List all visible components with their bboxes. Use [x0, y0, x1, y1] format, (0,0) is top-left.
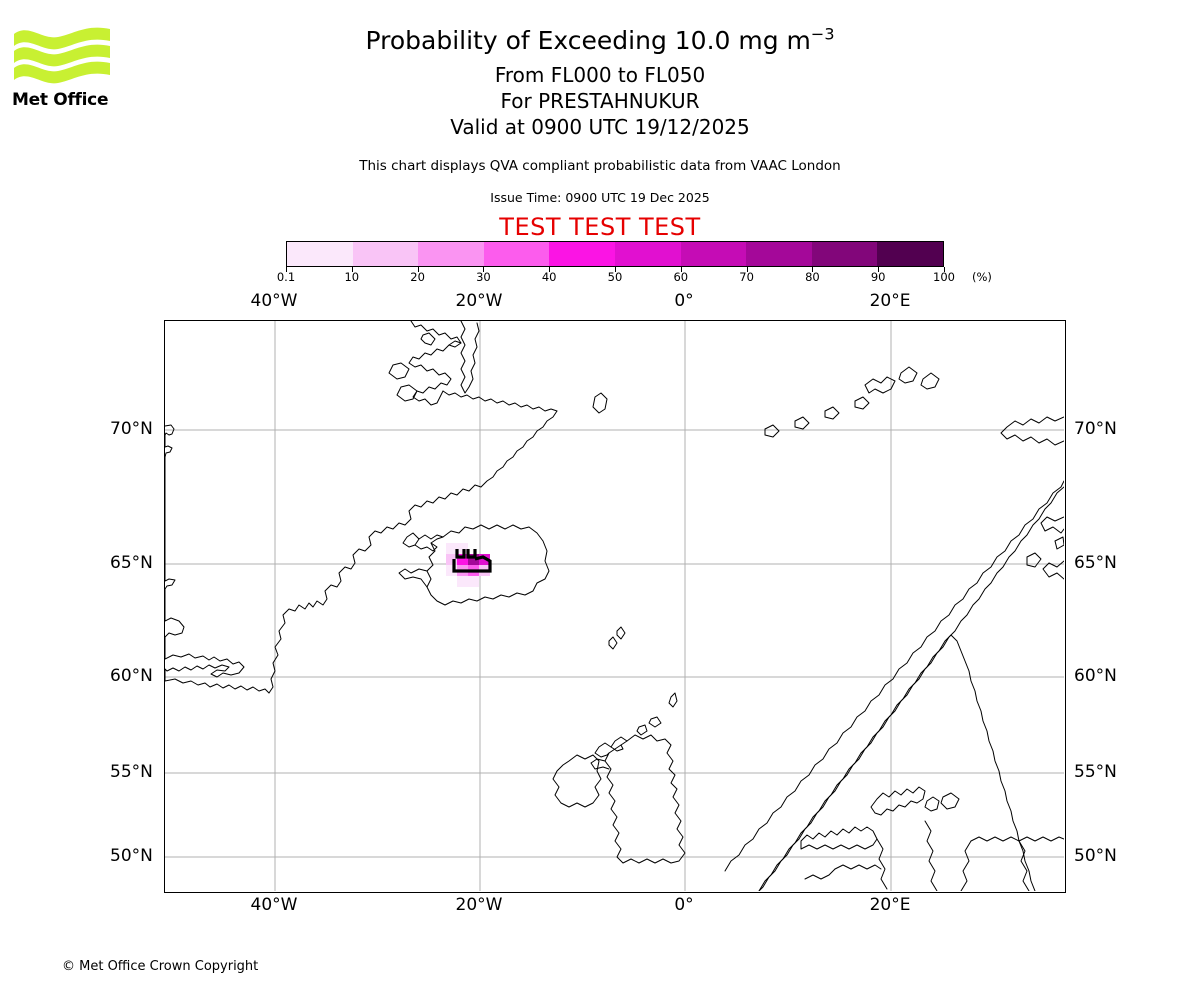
lat-label-right-50n: 50°N: [1074, 846, 1117, 866]
colorbar-tick-7: [746, 267, 748, 272]
test-watermark: TEST TEST TEST: [499, 213, 701, 241]
valid-time-label: Valid at 0900 UTC 19/12/2025: [450, 115, 750, 139]
colorbar-band-6: [680, 242, 747, 266]
colorbar-band-8: [811, 242, 878, 266]
colorbar-tick-9: [878, 267, 880, 272]
colorbar-tick-label-6: 60: [673, 270, 689, 284]
lat-label-left-65n: 65°N: [110, 553, 153, 573]
colorbar-tick-label-10: 100: [933, 270, 955, 284]
colorbar-tick-labels: 0.1 10 20 30 40 50 60 70 80 90 100: [277, 270, 955, 286]
colorbar-tick-2: [417, 267, 419, 272]
colorbar-tick-10: [944, 267, 945, 272]
flight-levels-label: From FL000 to FL050: [494, 63, 706, 87]
colorbar-tick-label-4: 40: [541, 270, 557, 284]
colorbar-tick-label-7: 70: [739, 270, 754, 284]
issue-time-label: Issue Time: 0900 UTC 19 Dec 2025: [490, 190, 710, 205]
copyright-notice: © Met Office Crown Copyright: [62, 959, 259, 974]
colorbar-ticks: [286, 267, 945, 283]
lat-label-right-70n: 70°N: [1074, 419, 1117, 439]
colorbar-band-1: [352, 242, 419, 266]
lon-label-bottom-0: 0°: [674, 895, 694, 915]
lon-label-bottom-40w: 40°W: [250, 895, 298, 915]
volcano-name-label: For PRESTAHNUKUR: [500, 89, 700, 113]
map-gridlines: [165, 321, 1064, 891]
colorbar-tick-label-5: 50: [607, 270, 623, 284]
lon-label-top-0: 0°: [674, 291, 694, 311]
met-office-logo: [12, 24, 112, 112]
colorbar-tick-5: [615, 267, 616, 272]
colorbar-tick-6: [680, 267, 682, 272]
colorbar-band-9: [877, 242, 943, 266]
colorbar-tick-1: [351, 267, 353, 272]
colorbar-band-5: [614, 242, 681, 266]
probability-colorbar: [286, 241, 944, 267]
colorbar-band-2: [418, 242, 484, 266]
coastlines: [165, 321, 1064, 891]
colorbar-band-4: [549, 242, 615, 266]
colorbar-bands: [286, 241, 944, 267]
map-graphics: [165, 321, 1064, 891]
ash-contour-line: [452, 549, 492, 573]
lon-label-top-40w: 40°W: [250, 291, 298, 311]
lat-label-right-65n: 65°N: [1074, 553, 1117, 573]
page-title-text: Probability of Exceeding 10.0 mg m: [365, 26, 811, 55]
colorbar-unit-label: (%): [972, 270, 992, 284]
lat-label-left-60n: 60°N: [110, 666, 153, 686]
colorbar-tick-0: [286, 267, 287, 272]
colorbar-tick-3: [483, 267, 485, 272]
met-office-logo-text: Met Office: [12, 90, 109, 110]
colorbar-tick-label-2: 20: [410, 270, 425, 284]
chart-subtitle: This chart displays QVA compliant probab…: [359, 158, 841, 174]
lon-label-top-20e: 20°E: [869, 291, 911, 311]
colorbar-band-3: [483, 242, 550, 266]
lat-label-left-50n: 50°N: [110, 846, 153, 866]
page-title-exponent: −3: [810, 24, 835, 44]
colorbar-tick-label-1: 10: [344, 270, 360, 284]
map-canvas[interactable]: [164, 320, 1066, 893]
colorbar-tick-label-3: 30: [476, 270, 491, 284]
colorbar-tick-label-8: 80: [805, 270, 820, 284]
page-title: Probability of Exceeding 10.0 mg m−3: [0, 26, 1200, 55]
lon-label-bottom-20e: 20°E: [869, 895, 911, 915]
colorbar-band-0: [287, 242, 353, 266]
lat-label-right-60n: 60°N: [1074, 666, 1117, 686]
lat-label-right-55n: 55°N: [1074, 762, 1117, 782]
colorbar-tick-8: [812, 267, 814, 272]
met-office-wave-mark: [14, 27, 110, 84]
colorbar-tick-4: [549, 267, 551, 272]
lat-label-left-55n: 55°N: [110, 762, 153, 782]
colorbar-band-7: [746, 242, 812, 266]
colorbar-tick-label-9: 90: [870, 270, 886, 284]
colorbar-tick-label-0: 0.1: [276, 270, 296, 284]
lon-label-bottom-20w: 20°W: [455, 895, 503, 915]
lon-label-top-20w: 20°W: [455, 291, 503, 311]
lat-label-left-70n: 70°N: [110, 419, 153, 439]
